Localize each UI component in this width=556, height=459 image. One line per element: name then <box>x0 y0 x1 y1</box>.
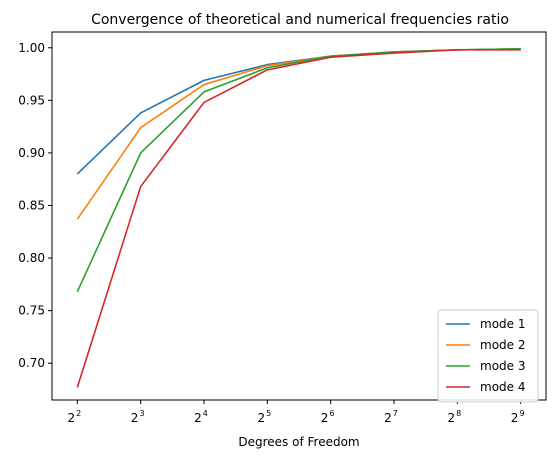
plot-frame <box>51 31 547 401</box>
x-tick-base: 2 <box>67 411 75 425</box>
x-tick-base: 2 <box>384 411 392 425</box>
x-tick-exponent: 3 <box>139 409 144 418</box>
legend-label: mode 3 <box>480 359 525 373</box>
y-tick-label: 0.80 <box>18 251 45 265</box>
y-tick-label: 0.70 <box>18 356 45 370</box>
x-tick-label: 24 <box>194 409 208 425</box>
x-tick-label: 27 <box>384 409 398 425</box>
y-tick-label: 0.85 <box>18 198 45 212</box>
x-tick-exponent: 6 <box>329 409 334 418</box>
x-tick-exponent: 7 <box>393 409 398 418</box>
x-tick-base: 2 <box>194 411 202 425</box>
y-tick-label: 0.95 <box>18 93 45 107</box>
x-tick-label: 28 <box>447 409 461 425</box>
series-line-mode-4 <box>76 49 521 388</box>
x-tick-label: 22 <box>67 409 81 425</box>
x-tick-exponent: 2 <box>76 409 81 418</box>
y-axis: 0.70 0.75 0.80 0.85 0.90 0.95 1.00 <box>18 41 52 370</box>
x-tick-label: 23 <box>131 409 145 425</box>
legend-label: mode 2 <box>480 338 525 352</box>
x-axis-label: Degrees of Freedom <box>238 435 359 449</box>
x-tick-exponent: 5 <box>266 409 271 418</box>
x-tick-exponent: 9 <box>519 409 524 418</box>
x-tick-base: 2 <box>447 411 455 425</box>
series-line-mode-1 <box>76 48 521 175</box>
y-tick-label: 1.00 <box>18 41 45 55</box>
chart-title: Convergence of theoretical and numerical… <box>91 12 509 28</box>
x-tick-base: 2 <box>131 411 139 425</box>
y-tick-label: 0.75 <box>18 304 45 318</box>
legend-label: mode 1 <box>480 317 525 331</box>
plot-area <box>76 48 521 388</box>
x-tick-exponent: 4 <box>203 409 208 418</box>
x-tick-base: 2 <box>511 411 519 425</box>
y-tick-label: 0.90 <box>18 146 45 160</box>
legend-box <box>437 309 539 403</box>
x-tick-label: 26 <box>321 409 335 425</box>
legend-label: mode 4 <box>480 380 525 394</box>
x-tick-base: 2 <box>257 411 265 425</box>
x-tick-label: 29 <box>511 409 525 425</box>
x-axis: 22 23 24 25 26 27 28 29 <box>67 400 525 425</box>
legend: mode 1 mode 2 mode 3 mode 4 <box>437 309 539 403</box>
x-tick-label: 25 <box>257 409 271 425</box>
x-tick-base: 2 <box>321 411 329 425</box>
x-tick-exponent: 8 <box>456 409 461 418</box>
series-line-mode-2 <box>76 48 521 220</box>
series-line-mode-3 <box>76 48 521 293</box>
